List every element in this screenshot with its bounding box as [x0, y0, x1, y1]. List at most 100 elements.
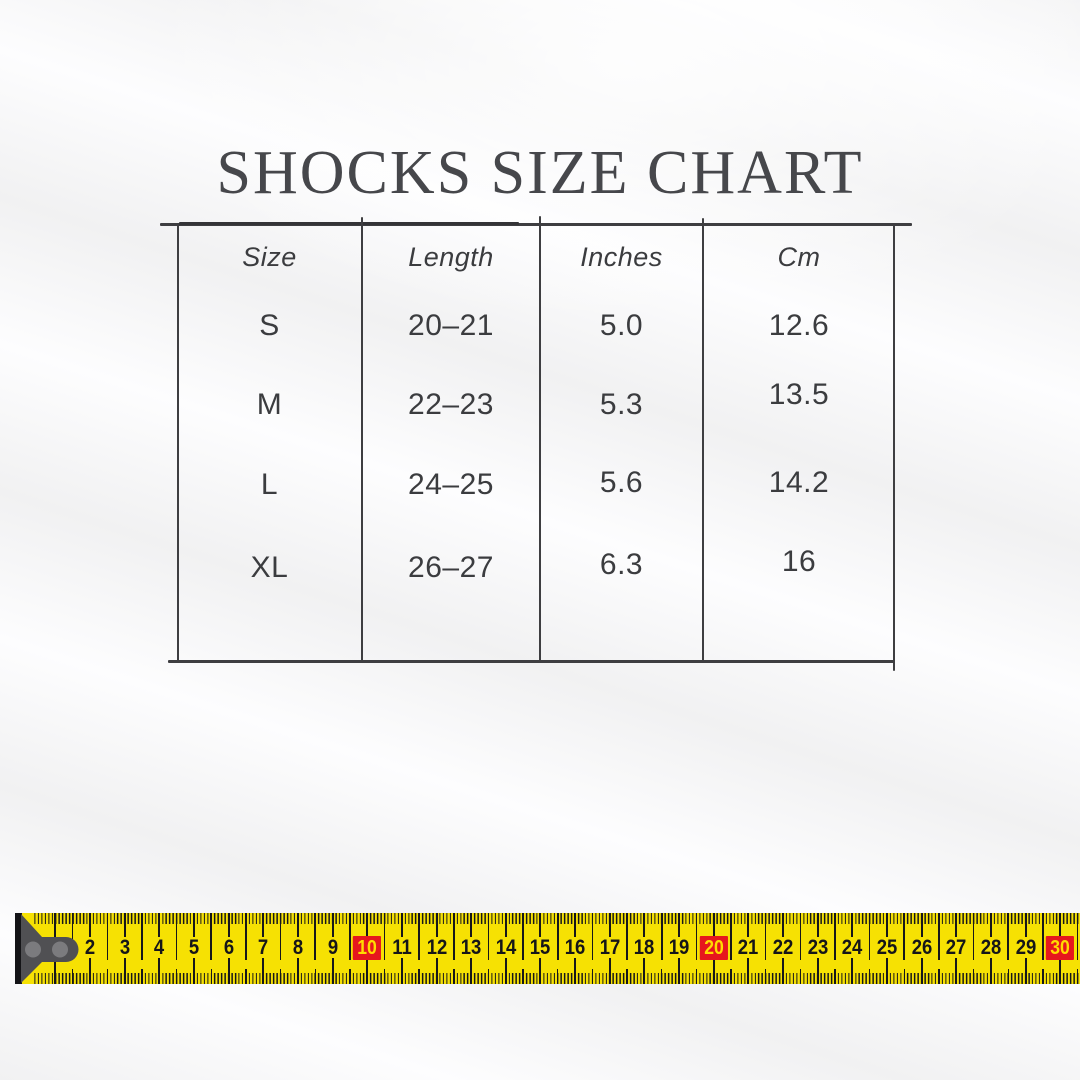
ruler-tick-half — [522, 913, 524, 960]
column-header-size: Size — [242, 241, 297, 272]
ruler-number: 28 — [980, 936, 1002, 959]
ruler-tick-cm — [262, 958, 265, 984]
ruler-tick-cm — [192, 913, 195, 937]
ruler-tick-half — [522, 969, 524, 984]
ruler-tick-cm — [366, 958, 369, 984]
cell-s-inches: 5.0 — [599, 309, 644, 342]
ruler-tick-half — [383, 913, 386, 960]
size-table-grid: Size Length Inches Cm S 20–21 5.0 12.6 M… — [177, 224, 895, 614]
ruler-tick-cm — [296, 913, 299, 937]
ruler-tick-cm — [712, 913, 715, 937]
ruler-tick-half — [626, 913, 628, 960]
ruler-tick-cm — [435, 913, 438, 937]
cell-l-size: L — [260, 468, 279, 501]
table-border-right — [893, 224, 895, 671]
cell-xl-size: XL — [250, 551, 289, 584]
ruler-number: 12 — [426, 936, 447, 959]
ruler-number: 26 — [911, 936, 932, 959]
page-title: SHOCKS SIZE CHART — [216, 139, 864, 207]
ruler-tick-half — [591, 969, 594, 984]
ruler-number: 8 — [292, 936, 304, 959]
cell-l-length: 24–25 — [408, 468, 494, 501]
ruler-tick-half — [626, 969, 628, 984]
cell-xl-cm: 16 — [781, 545, 817, 578]
ruler-tick-half — [972, 913, 975, 960]
ruler-number: 15 — [530, 936, 551, 959]
ruler-tick-half — [175, 969, 178, 984]
ruler-tick-half — [1076, 913, 1079, 960]
ruler-tick-cm — [504, 913, 507, 937]
ruler-number: 2 — [84, 936, 96, 959]
ruler-tick-half — [383, 969, 386, 984]
ruler-tick-cm — [955, 958, 958, 984]
cell-m-cm: 13.5 — [768, 378, 830, 411]
ruler-tick-half — [764, 913, 767, 960]
ruler-number: 10 — [352, 936, 382, 960]
cell-l-inches: 5.6 — [599, 466, 644, 499]
column-header-length: Length — [408, 241, 494, 272]
ruler-number: 22 — [772, 936, 794, 959]
table-divider-1 — [361, 217, 363, 662]
ruler-tick-cm — [955, 913, 958, 937]
ruler-number: 13 — [460, 936, 482, 959]
ruler-tick-cm — [678, 958, 681, 984]
ruler-tick-half — [1007, 913, 1010, 960]
ruler-tick-cm — [123, 958, 126, 984]
ruler-tick-half — [730, 969, 732, 984]
column-header-inches: Inches — [580, 241, 663, 272]
ruler-number: 20 — [699, 936, 728, 960]
table-divider-2 — [539, 216, 541, 662]
ruler-number: 19 — [668, 936, 690, 959]
table-border-top — [160, 223, 912, 226]
ruler-tick-cm — [400, 913, 403, 937]
ruler-tick-cm — [989, 913, 992, 937]
ruler-tick-cm — [608, 958, 611, 984]
measuring-tape: 2 3 4 5 6 7 8 9 10 11 12 13 14 15 16 17 18 19 20 21 22 23 24 25… — [0, 913, 1080, 984]
ruler-tick-half — [1042, 913, 1044, 960]
ruler-tick-half — [453, 969, 455, 984]
ruler-tick-half — [141, 913, 143, 960]
ruler-tick-cm — [54, 958, 57, 984]
ruler-number: 18 — [634, 936, 655, 959]
ruler-tick-half — [938, 969, 940, 984]
ruler-tick-half — [418, 913, 420, 960]
ruler-tick-half — [938, 913, 940, 960]
ruler-number: 29 — [1015, 936, 1036, 959]
ruler-tick-cm — [920, 958, 923, 984]
cell-xl-inches: 6.3 — [599, 548, 644, 581]
ruler-tick-cm — [366, 913, 369, 937]
ruler-tick-cm — [1024, 958, 1027, 984]
ruler-number: 9 — [327, 936, 338, 959]
ruler-tick-half — [245, 913, 247, 960]
ruler-tick-half — [556, 913, 559, 960]
ruler-tick-cm — [747, 958, 750, 984]
ruler-tick-half — [106, 969, 109, 984]
ruler-tick-half — [764, 969, 767, 984]
ruler-tick-cm — [574, 958, 577, 984]
cell-l-cm: 14.2 — [768, 466, 830, 499]
ruler-tick-cm — [920, 913, 923, 937]
ruler-tick-cm — [816, 913, 819, 937]
ruler-tick-half — [799, 969, 802, 984]
ruler-tick-half — [1076, 969, 1079, 984]
ruler-tick-cm — [89, 913, 91, 937]
ruler-tick-cm — [296, 958, 299, 984]
ruler-tick-cm — [574, 913, 577, 937]
ruler-number: 14 — [495, 936, 517, 959]
ruler-tick-cm — [400, 958, 403, 984]
ruler-tick-half — [834, 969, 836, 984]
ruler-number: 4 — [154, 936, 165, 959]
ruler-tick-cm — [816, 958, 819, 984]
ruler-tick-cm — [643, 958, 646, 984]
ruler-tick-half — [695, 969, 698, 984]
ruler-tick-half — [141, 969, 143, 984]
ruler-tick-cm — [1024, 913, 1027, 937]
ruler-tick-cm — [643, 913, 646, 937]
ruler-number: 21 — [738, 936, 759, 959]
ruler-tick-cm — [331, 913, 334, 937]
ruler-tick-cm — [470, 913, 473, 937]
ruler-tick-half — [557, 969, 559, 984]
ruler-number: 3 — [119, 936, 130, 959]
ruler-tick-half — [487, 969, 490, 984]
ruler-tick-half — [591, 913, 594, 960]
